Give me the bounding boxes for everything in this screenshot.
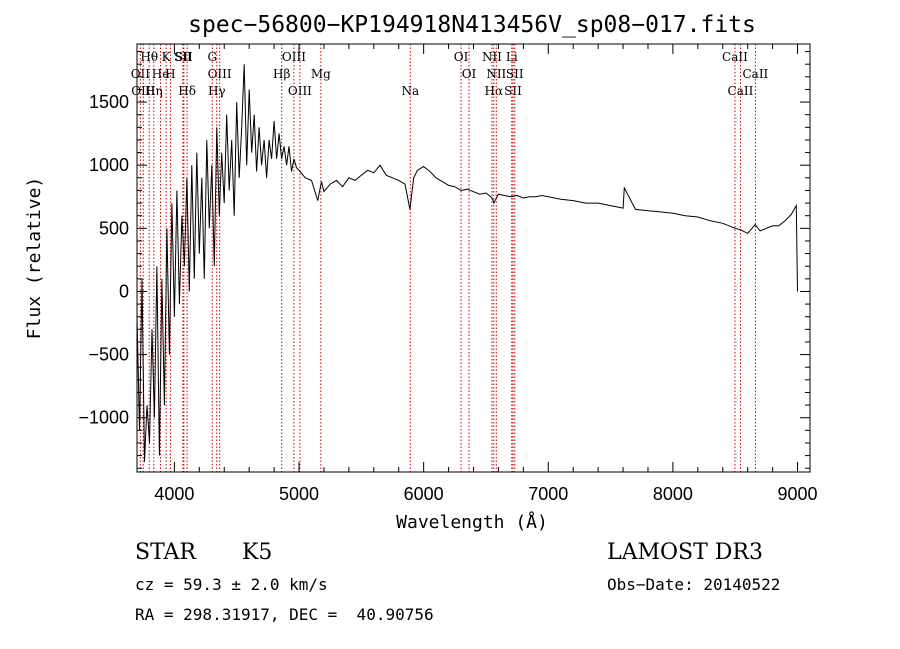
x-tick-label: 5000: [279, 484, 319, 504]
x-tick-label: 8000: [653, 484, 693, 504]
spectral-line-label: Hβ: [273, 67, 290, 81]
spectral-line-label: Mg: [311, 67, 331, 81]
x-axis-label: Wavelength (Å): [396, 511, 548, 533]
y-tick-label: 1000: [89, 155, 129, 175]
spectral-line-label: CaII: [742, 67, 768, 81]
survey-name: LAMOST DR3: [607, 540, 763, 565]
emission-line-markers: HθOIIOIIIKHeHηSIIHHδSIIOIIIHγGHβOIIIOIII…: [131, 44, 769, 472]
redshift-info: cz = 59.3 ± 2.0 km/s: [135, 575, 328, 594]
spectral-line-label: SII: [174, 50, 192, 64]
spectral-line-label: Na: [401, 84, 419, 98]
spectral-line-label: K: [162, 50, 172, 64]
object-subclass: K5: [242, 540, 273, 565]
x-tick-label: 4000: [154, 484, 194, 504]
spectral-line-label: Hδ: [178, 84, 196, 98]
y-tick-label: −500: [88, 345, 129, 365]
spectral-line-label: SII: [504, 84, 522, 98]
spectral-line-label: G: [207, 50, 217, 64]
x-tick-label: 6000: [404, 484, 444, 504]
spectral-line-label: OII: [131, 67, 151, 81]
spectral-line-label: CaII: [722, 50, 748, 64]
spectral-line-label: OIII: [282, 50, 306, 64]
observation-date: Obs−Date: 20140522: [607, 575, 781, 594]
y-axis-label: Flux (relative): [24, 177, 45, 340]
y-tick-label: −1000: [78, 408, 129, 428]
spectral-line-label: NII: [486, 67, 506, 81]
spectral-line-label: Hθ: [140, 50, 158, 64]
x-tick-label: 7000: [528, 484, 568, 504]
spectral-line-label: OI: [454, 50, 469, 64]
spectral-line-label: Li: [506, 50, 518, 64]
spectral-line-label: SII: [506, 67, 524, 81]
spectral-line-label: H: [165, 67, 175, 81]
spectral-line-label: OIII: [208, 67, 232, 81]
spectral-line-label: SII: [175, 50, 193, 64]
spectral-line-label: Hγ: [208, 84, 226, 98]
spectral-line-label: He: [152, 67, 170, 81]
plot-frame: [136, 43, 811, 473]
x-tick-label: 9000: [778, 484, 818, 504]
spectral-line-label: NII: [482, 50, 502, 64]
spectral-line-label: OIII: [288, 84, 312, 98]
coordinates: RA = 298.31917, DEC = 40.90756: [135, 605, 434, 624]
spectral-line-label: Hη: [145, 84, 163, 98]
object-class: STAR: [135, 540, 196, 565]
spectral-line-label: CaII: [728, 84, 754, 98]
y-tick-label: 0: [119, 281, 129, 301]
spectral-line-label: OI: [462, 67, 477, 81]
flux-series-line: [136, 64, 798, 462]
axis-ticks: 4000 5000 6000 7000 8000 9000 −1000 −500 0 500 100…: [78, 44, 818, 504]
y-tick-label: 500: [99, 218, 129, 238]
y-tick-label: 1500: [89, 92, 129, 112]
spectral-line-label: Hα: [485, 84, 504, 98]
chart-title: spec−56800−KP194918N413456V_sp08−017.fit…: [188, 12, 756, 38]
